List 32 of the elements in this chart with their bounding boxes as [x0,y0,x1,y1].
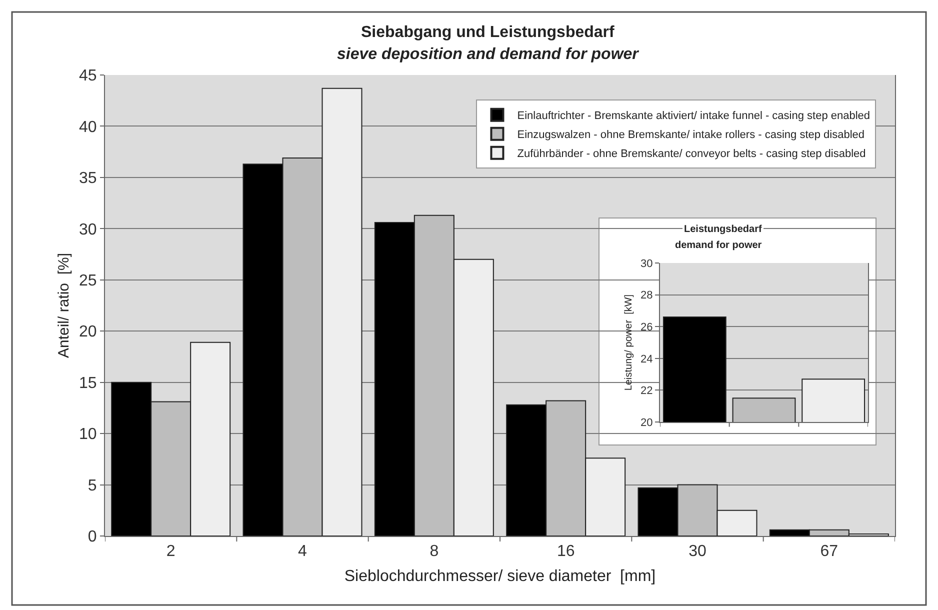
y-tick-label: 22 [640,385,653,398]
legend-label: Einlauftrichter - Bremskante aktiviert/ intake funnel - casing step enabled [517,110,870,122]
y-tick-label: 20 [79,324,97,341]
y-tick-label: 35 [79,170,97,188]
chart-subtitle: demand for power [675,240,762,251]
y-tick-label: 30 [640,258,653,270]
legend-label: Zuführbänder - ohne Bremskante/ conveyor belts - casing step disabled [517,148,866,160]
y-tick-label: 40 [79,118,97,136]
x-tick-label: 30 [688,543,706,560]
y-tick-label: 30 [79,221,97,238]
chart-title: Siebabgang und Leistungsbedarf [361,24,616,41]
y-tick-label: 24 [640,353,653,366]
y-tick-label: 15 [79,374,97,392]
legend-label: Einzugswalzen - ohne Bremskante/ intake rollers - casing step disabled [517,129,865,142]
x-tick-label: 2 [166,543,176,560]
chart-subtitle: sieve deposition and demand for power [337,46,640,63]
y-tick-label: 26 [640,321,653,334]
x-tick-label: 8 [430,543,439,560]
y-axis-title: Anteil/ ratio [%] [55,252,72,358]
x-axis-title: Sieblochdurchmesser/ sieve diameter [mm] [344,568,656,585]
y-tick-label: 45 [79,68,97,85]
y-tick-label: 20 [640,416,653,429]
y-tick-label: 28 [640,290,653,302]
x-tick-label: 16 [556,543,575,560]
x-tick-label: 4 [298,543,308,560]
y-tick-label: 5 [88,477,97,494]
chart-title: Leistungsbedarf [684,224,762,235]
y-axis-title: Leistung/ power [kW] [624,294,635,391]
y-tick-label: 0 [88,528,97,546]
x-tick-label: 67 [820,543,838,560]
y-tick-label: 25 [79,272,97,290]
y-tick-label: 10 [79,426,97,444]
